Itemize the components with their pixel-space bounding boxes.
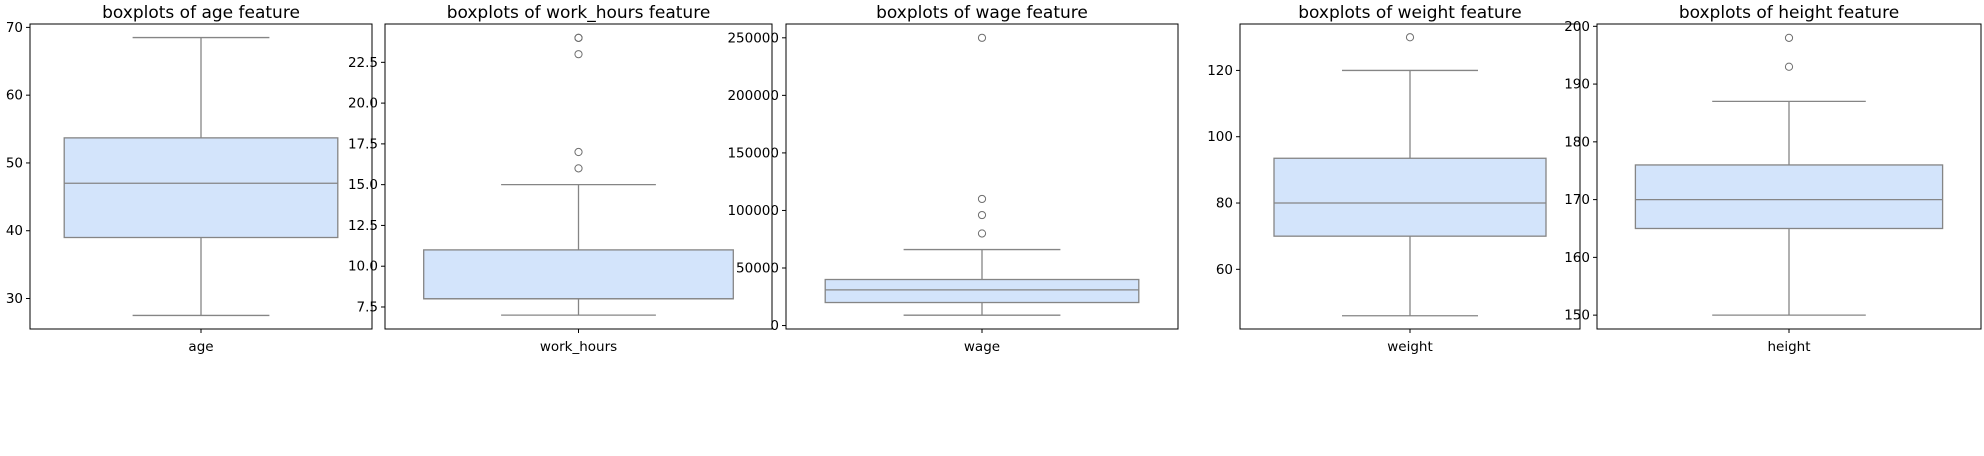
y-tick-label: 100000 — [727, 203, 779, 219]
x-axis-label: wage — [964, 339, 1000, 355]
chart-panel-4: boxplots of weight feature 60 80 100 120 weig… — [1207, 3, 1581, 355]
y-tick-label: 70 — [6, 20, 23, 36]
outlier-point — [977, 194, 987, 204]
y-tick-label: 80 — [1216, 196, 1233, 212]
y-tick-label: 200 — [1564, 19, 1590, 35]
y-tick-label: 17.5 — [348, 136, 378, 152]
y-tick-label: 50 — [6, 155, 23, 171]
y-tick-label: 50000 — [736, 261, 779, 277]
outlier-point — [977, 229, 987, 238]
chart-panel-5: boxplots of height feature 150 160 170 180 19… — [1564, 3, 1982, 355]
y-tick-label: 12.5 — [348, 218, 378, 234]
chart-panel-2: boxplots of work_hours feature 7.5 10.0 12.… — [348, 3, 773, 355]
y-tick-label: 250000 — [727, 30, 779, 46]
outlier-point — [1784, 62, 1794, 71]
y-tick-label: 120 — [1207, 63, 1233, 79]
outlier-point — [1405, 33, 1415, 42]
outlier-point — [574, 147, 583, 157]
outlier-point — [1784, 33, 1794, 42]
iqr-box — [423, 249, 734, 300]
y-tick-label: 170 — [1564, 192, 1590, 208]
chart-title: boxplots of age feature — [102, 3, 300, 23]
y-tick-label: 60 — [6, 88, 23, 104]
outlier-point — [574, 50, 583, 59]
x-axis-label: height — [1767, 339, 1810, 355]
y-tick-label: 15.0 — [348, 177, 378, 193]
chart-panel-3: boxplots of wage feature 0 50000 100000 1500… — [727, 3, 1179, 355]
chart-title: boxplots of height feature — [1679, 3, 1899, 23]
y-tick-label: 190 — [1564, 77, 1590, 93]
y-tick-label: 100 — [1207, 129, 1233, 145]
iqr-box — [1273, 157, 1547, 237]
outlier-point — [977, 33, 987, 42]
y-tick-label: 40 — [6, 223, 23, 239]
y-tick-label: 22.5 — [348, 55, 378, 71]
outlier-point — [574, 164, 583, 173]
chart-panel-1: boxplots of age feature 30 40 50 60 70 age — [6, 3, 373, 355]
chart-title: boxplots of weight feature — [1298, 3, 1521, 23]
x-axis-label: work_hours — [540, 339, 617, 355]
y-tick-label: 60 — [1216, 262, 1233, 278]
y-tick-label: 20.0 — [348, 96, 378, 112]
y-tick-label: 180 — [1564, 134, 1590, 150]
y-tick-label: 150 — [1564, 308, 1590, 324]
iqr-box — [1634, 164, 1944, 230]
y-tick-label: 10.0 — [348, 259, 378, 275]
y-tick-label: 7.5 — [357, 299, 378, 315]
outlier-point — [977, 210, 987, 220]
y-tick-label: 30 — [6, 291, 23, 307]
outlier-point — [574, 33, 583, 42]
y-tick-label: 160 — [1564, 250, 1590, 266]
y-tick-label: 200000 — [727, 88, 779, 104]
y-tick-label: 150000 — [727, 145, 779, 161]
iqr-box — [824, 278, 1140, 304]
y-tick-label: 0 — [770, 318, 779, 334]
x-axis-label: age — [188, 339, 213, 355]
iqr-box — [63, 137, 339, 239]
chart-title: boxplots of work_hours feature — [447, 3, 711, 23]
x-axis-label: weight — [1387, 339, 1433, 355]
chart-title: boxplots of wage feature — [876, 3, 1088, 23]
